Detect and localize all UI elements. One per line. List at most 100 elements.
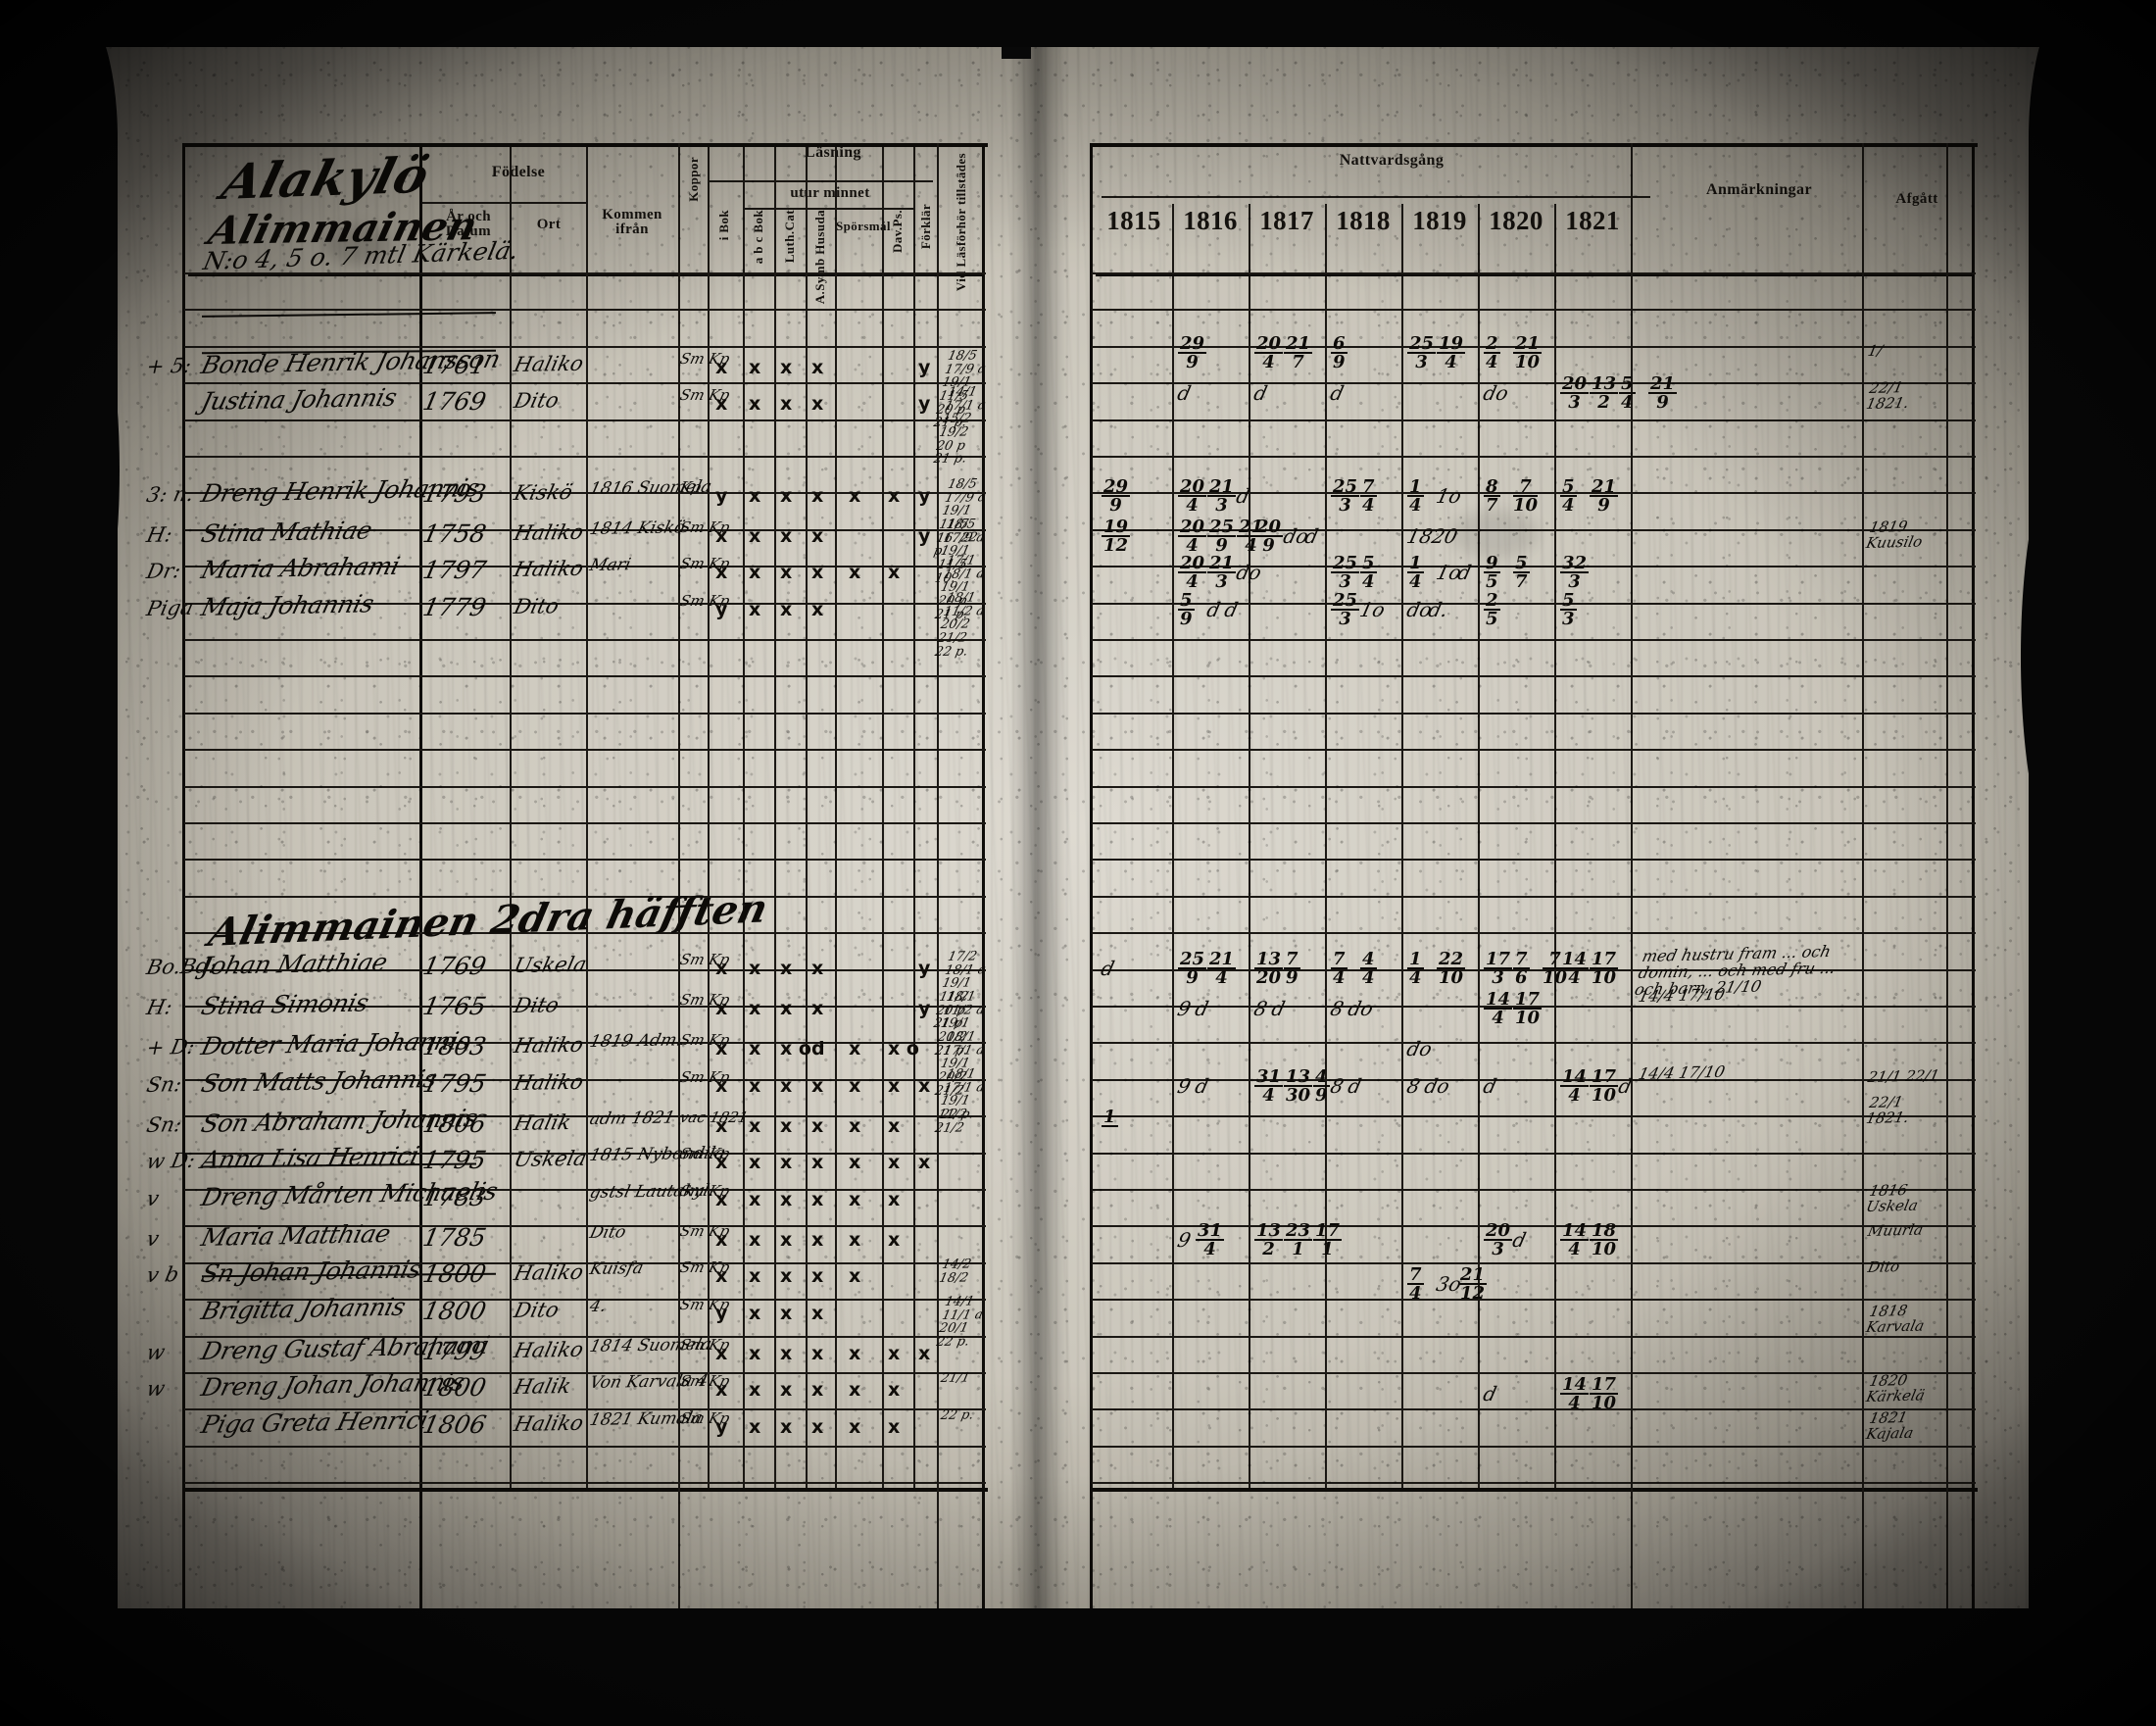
departed-entry: Dito	[1866, 1258, 1902, 1277]
entry-name: Sn Johan Johannis	[198, 1255, 424, 1289]
entry-moved-from: 1814 Kiskö	[587, 518, 687, 539]
mark-forklar: y	[918, 998, 931, 1020]
entry-name: Johan Matthiae	[198, 948, 391, 981]
departed-entry: 1820 Kärkelä	[1864, 1371, 1927, 1405]
row-margin-mark: + D:	[144, 1035, 197, 1060]
mark-dav-ps: x o	[888, 1038, 919, 1060]
row-rule	[184, 675, 986, 678]
mark-i-bok: x	[715, 998, 728, 1020]
mark-luth-cat: x	[780, 393, 793, 416]
mark-a-symb: x	[811, 958, 824, 980]
departed-entry: 1819 Kuusilo	[1864, 517, 1925, 552]
communion-date: 14 4	[1560, 1374, 1590, 1414]
departed-entry: 22/1 1821.	[1864, 377, 1911, 413]
mark-a-symb: x	[811, 1379, 824, 1402]
village-heading: Alakylö	[216, 145, 435, 211]
mark-abc-bok: x	[749, 1228, 761, 1251]
year-column-header-1817: 1817	[1259, 206, 1314, 235]
communion-date: 21 4	[1207, 949, 1237, 989]
entry-birth-place: Haliko	[512, 351, 586, 376]
communion-date: 21 7	[1284, 332, 1313, 372]
communion-date: 20 4	[1178, 516, 1207, 556]
row-rule	[184, 309, 986, 312]
row-rule-right	[1092, 1189, 1976, 1191]
entry-birth-year: 1799	[419, 1336, 489, 1365]
year-column-header-1818: 1818	[1336, 206, 1391, 235]
mark-a-symb: x	[811, 1265, 824, 1288]
entry-birth-year: 1783	[419, 1182, 489, 1211]
mark-abc-bok: x	[749, 598, 761, 620]
entry-vid-lasforhor: 22 p.	[939, 1107, 975, 1122]
year-divider	[1554, 204, 1556, 1488]
entry-vid-lasforhor: 21/1	[939, 1370, 971, 1387]
mark-sporsmal: x	[849, 1415, 861, 1438]
communion-date: 17 10	[1513, 989, 1543, 1029]
communion-date: 13 2	[1590, 372, 1619, 414]
mark-i-bok: x	[715, 958, 728, 980]
entry-name: Son Matts Johannis	[198, 1063, 440, 1098]
communion-date: 17 1	[1313, 1219, 1343, 1259]
row-rule-right	[1092, 456, 1976, 458]
mark-i-bok: y	[715, 1415, 728, 1438]
mark-sporsmal: x	[849, 1342, 861, 1364]
row-rule-right	[1092, 419, 1976, 421]
row-rule-right	[1092, 1445, 1976, 1448]
mark-sporsmal: x	[849, 1114, 861, 1137]
mark-abc-bok: x	[749, 1302, 761, 1324]
entry-name: Maria Matthiae	[198, 1218, 394, 1252]
vertical-label: Koppor	[686, 157, 702, 202]
communion-date: 20 4	[1178, 553, 1207, 593]
mark-dav-ps: x	[888, 1074, 901, 1097]
mark-abc-bok: x	[749, 1342, 761, 1364]
mark-abc-bok: x	[749, 1038, 761, 1060]
departed-entry: 1/	[1866, 341, 1885, 361]
row-rule	[184, 749, 986, 752]
mark-dav-ps: x	[888, 562, 901, 584]
row-rule-right	[1092, 1482, 1976, 1485]
communion-date: 21 12	[1458, 1263, 1488, 1304]
mark-i-bok: x	[715, 1265, 728, 1288]
header-i-bok: i Bok	[709, 210, 740, 243]
mark-luth-cat: x	[780, 1074, 793, 1097]
departed-entry: 1818 Karvala	[1864, 1302, 1927, 1336]
header-a-symb: A.Symb Husuda	[807, 210, 834, 307]
mark-abc-bok: x	[749, 1265, 761, 1288]
mark-sporsmal: x	[849, 1038, 861, 1060]
row-rule-right	[1092, 822, 1976, 824]
communion-date: 19 4	[1437, 332, 1466, 372]
communion-date: 31 4	[1254, 1065, 1284, 1106]
entry-birth-year: 1806	[419, 1109, 489, 1138]
mark-forklar: x	[918, 1342, 931, 1364]
mark-luth-cat: x	[780, 1114, 793, 1137]
mark-a-symb: x	[811, 1152, 824, 1174]
entry-birth-place: Dito	[512, 388, 562, 414]
table-bottom-border	[182, 1488, 988, 1492]
row-rule-right	[1092, 272, 1976, 274]
entry-birth-place: Halik	[512, 1110, 574, 1135]
mark-a-symb: x	[811, 1228, 824, 1251]
mark-dav-ps: x	[888, 1228, 901, 1251]
row-rule	[184, 345, 986, 348]
mark-abc-bok: x	[749, 356, 761, 378]
row-margin-mark: w D:	[144, 1149, 198, 1174]
communion-date: 17 10	[1590, 1374, 1619, 1414]
mark-luth-cat: x	[780, 998, 793, 1020]
mark-forklar: y	[918, 484, 931, 507]
mark-i-bok: x	[715, 1228, 728, 1251]
mark-a-symb: x	[811, 1114, 824, 1137]
entry-name: Maria Abrahami	[198, 552, 403, 585]
row-rule	[184, 272, 986, 274]
entry-birth-place: Haliko	[512, 1410, 586, 1436]
row-rule	[184, 419, 986, 421]
entry-birth-year: 1800	[419, 1373, 489, 1403]
row-rule	[184, 859, 986, 862]
mark-a-symb: x	[811, 1342, 824, 1364]
header-forklar: Förklär	[914, 204, 938, 251]
